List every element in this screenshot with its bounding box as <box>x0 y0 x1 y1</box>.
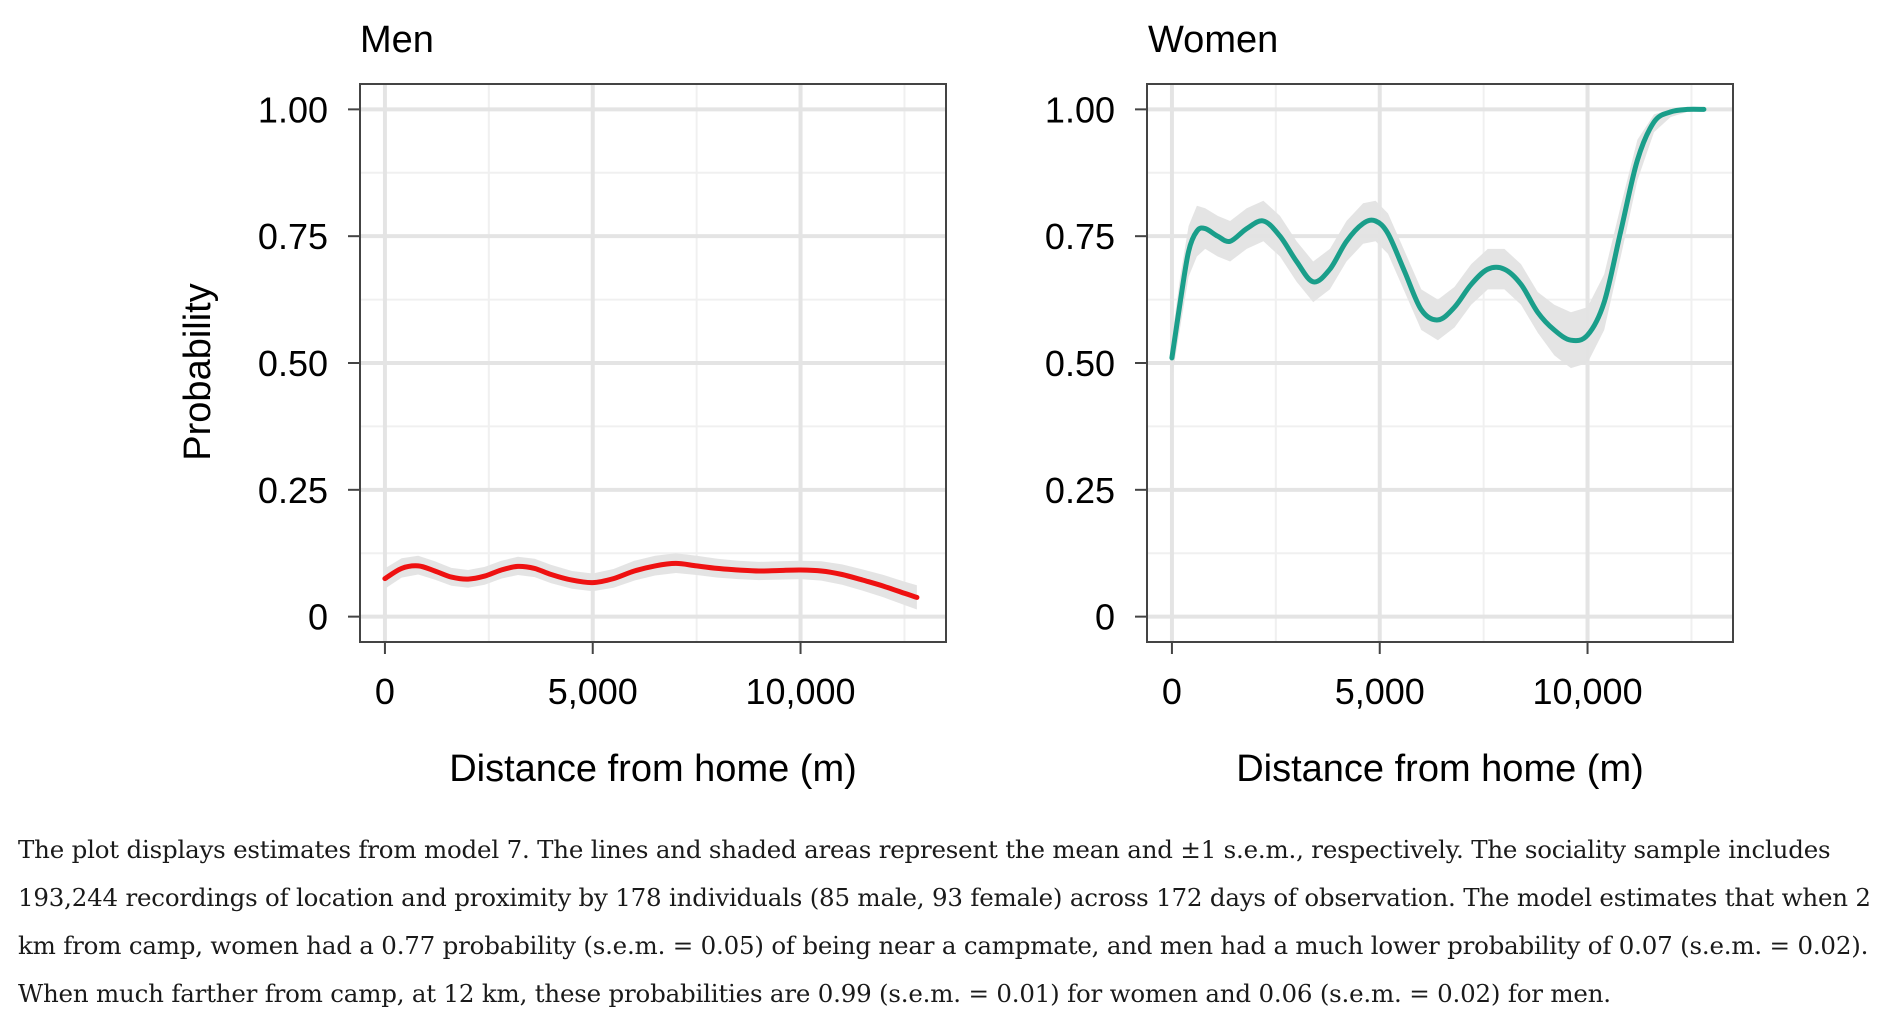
x-tick-label: 10,000 <box>745 671 855 712</box>
x-tick-label: 10,000 <box>1532 671 1642 712</box>
y-tick-label: 0.50 <box>1045 343 1115 384</box>
men-x-axis: 0 5,000 10,000 <box>375 642 856 712</box>
x-tick-label: 5,000 <box>548 671 638 712</box>
y-tick-label: 1.00 <box>258 89 328 130</box>
y-tick-label: 0 <box>308 597 328 638</box>
y-tick-label: 0.75 <box>258 216 328 257</box>
y-tick-label: 1.00 <box>1045 89 1115 130</box>
y-tick-label: 0.25 <box>1045 470 1115 511</box>
men-mean-line <box>382 560 920 600</box>
women-error-band <box>1171 107 1704 379</box>
men-panel: Men 0 0.25 0.50 0.75 1.00 0 5,000 10,000 Dista… <box>258 19 947 790</box>
y-tick-label: 0 <box>1095 597 1115 638</box>
women-panel: Women 0 0.25 0.50 0.75 1.00 0 5,000 10,000 Dis… <box>1045 19 1734 790</box>
men-y-axis: 0 0.25 0.50 0.75 1.00 <box>258 89 360 638</box>
women-x-axis: 0 5,000 10,000 <box>1162 642 1643 712</box>
women-grid <box>1147 84 1733 642</box>
men-x-axis-label: Distance from home (m) <box>449 748 857 790</box>
men-grid <box>360 84 946 642</box>
men-panel-title: Men <box>360 19 434 61</box>
women-mean-line <box>1169 106 1707 361</box>
y-tick-label: 0.50 <box>258 343 328 384</box>
figure-caption: The plot displays estimates from model 7… <box>18 835 1871 1008</box>
women-panel-title: Women <box>1148 19 1278 61</box>
x-tick-label: 0 <box>375 671 395 712</box>
y-axis-label: Probability <box>177 283 219 460</box>
y-tick-label: 0.25 <box>258 470 328 511</box>
women-y-axis: 0 0.25 0.50 0.75 1.00 <box>1045 89 1147 638</box>
figure: Men 0 0.25 0.50 0.75 1.00 0 5,000 10,000 Dista… <box>177 19 1734 790</box>
y-tick-label: 0.75 <box>1045 216 1115 257</box>
x-tick-label: 0 <box>1162 671 1182 712</box>
x-tick-label: 5,000 <box>1335 671 1425 712</box>
women-x-axis-label: Distance from home (m) <box>1236 748 1644 790</box>
